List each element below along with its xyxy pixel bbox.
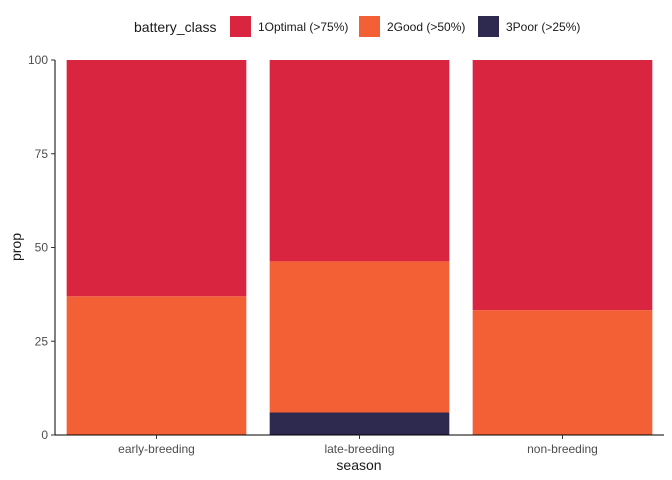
x-axis-title: season [336, 457, 381, 473]
bars [66, 60, 653, 436]
legend-key-2 [478, 16, 499, 37]
y-tick-label-2: 50 [35, 241, 49, 255]
y-tick-label-4: 100 [28, 53, 48, 67]
x-tick-label-2: non-breeding [527, 442, 598, 456]
bar-late-breeding-1 [269, 261, 450, 413]
y-tick-label-0: 0 [41, 428, 48, 442]
legend-label-0: 1Optimal (>75%) [258, 20, 348, 34]
bar-early-breeding-0 [66, 60, 247, 297]
legend-label-1: 2Good (>50%) [387, 20, 465, 34]
bar-late-breeding-2 [269, 412, 450, 435]
bar-late-breeding-0 [269, 60, 450, 262]
legend-key-0 [230, 16, 251, 37]
y-axis-title: prop [8, 233, 24, 261]
y-tick-label-1: 25 [35, 334, 49, 348]
legend-key-1 [359, 16, 380, 37]
y-tick-label-3: 75 [35, 147, 49, 161]
bar-non-breeding-1 [472, 310, 653, 436]
bar-early-breeding-1 [66, 296, 247, 435]
legend-label-2: 3Poor (>25%) [506, 20, 580, 34]
legend-title: battery_class [134, 19, 216, 35]
x-tick-label-0: early-breeding [118, 442, 195, 456]
legend: battery_class 1Optimal (>75%) 2Good (>50%… [134, 16, 580, 37]
bar-non-breeding-0 [472, 60, 653, 311]
x-tick-label-1: late-breeding [324, 442, 394, 456]
y-axis: 0 25 50 75 100 [28, 53, 56, 442]
x-axis: early-breeding late-breeding non-breeding [55, 434, 664, 456]
